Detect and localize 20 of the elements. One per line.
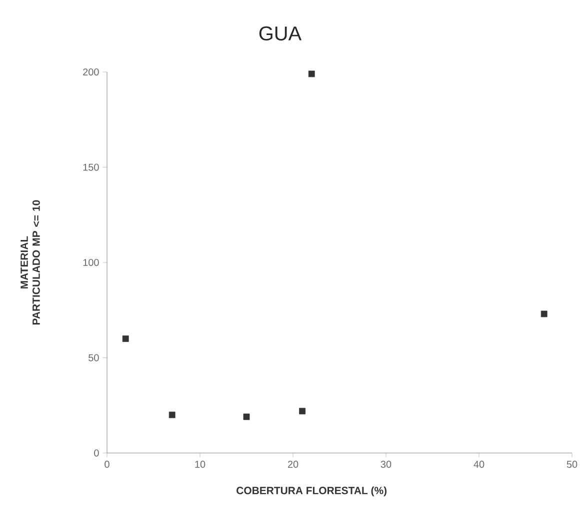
chart-title: GUA — [259, 26, 302, 40]
point — [122, 336, 129, 342]
point — [308, 70, 315, 78]
point — [168, 412, 176, 418]
y-axis-title: MATERIAL PARTICULADO MP <= 10 — [20, 200, 40, 324]
point — [243, 414, 250, 420]
x-tick-label: 30 — [380, 460, 392, 468]
x-tick-label: 40 — [474, 460, 484, 468]
point — [299, 408, 306, 414]
point — [540, 310, 548, 318]
y-tick-label: 200 — [83, 68, 99, 76]
y-tick-label: 150 — [83, 164, 99, 171]
x-tick-label: 20 — [288, 460, 298, 468]
y-tick-label: 50 — [88, 354, 99, 362]
x-tick-label: 0 — [104, 460, 110, 468]
y-tick-label: 0 — [94, 449, 99, 457]
x-axis-title: COBERTURA FLORESTAL (%) — [236, 486, 387, 496]
x-tick-label: 10 — [195, 460, 206, 468]
x-tick-label: 50 — [566, 460, 578, 468]
y-tick-label: 100 — [83, 258, 99, 266]
